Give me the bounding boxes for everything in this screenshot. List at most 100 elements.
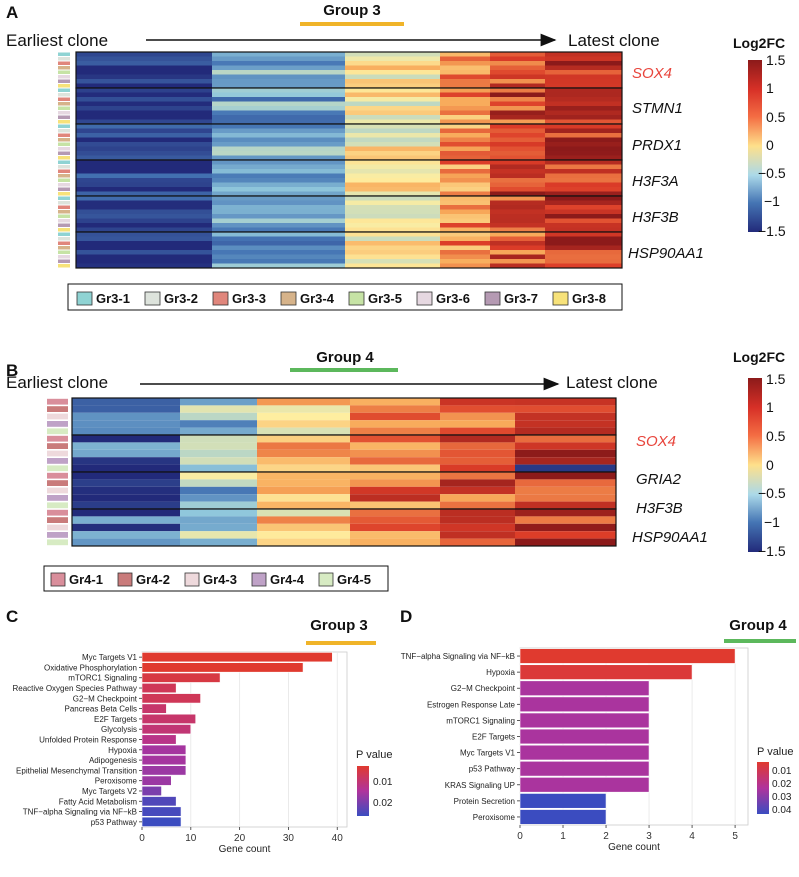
heatmap-cell bbox=[212, 205, 345, 210]
heatmap-cell bbox=[350, 449, 440, 458]
heatmap-cell bbox=[440, 449, 515, 458]
panel-a-gene-h3f3b: H3F3B bbox=[632, 209, 679, 226]
panel-d-pvalue-tick: 0.03 bbox=[772, 792, 792, 803]
heatmap-cell bbox=[72, 494, 180, 502]
panel-a-colorbar-gradient bbox=[748, 60, 762, 232]
heatmap-cell bbox=[72, 412, 180, 421]
heatmap-cell bbox=[257, 398, 350, 406]
heatmap-cell bbox=[180, 509, 257, 517]
heatmap-cell bbox=[490, 223, 545, 228]
clone-annotation-cell bbox=[47, 398, 68, 405]
heatmap-cell bbox=[212, 236, 345, 241]
heatmap-cell bbox=[440, 65, 490, 70]
x-tick-label: 30 bbox=[283, 833, 295, 844]
heatmap-cell bbox=[545, 182, 622, 187]
clone-annotation-cell bbox=[58, 120, 70, 124]
heatmap-cell bbox=[440, 52, 490, 57]
heatmap-cell bbox=[545, 173, 622, 178]
heatmap-cell bbox=[257, 420, 350, 428]
heatmap-cell bbox=[440, 83, 490, 88]
heatmap-cell bbox=[76, 223, 212, 228]
panel-a-colorbar-tick: −0.5 bbox=[758, 165, 786, 181]
legend-label: Gr4-1 bbox=[69, 572, 103, 587]
heatmap-cell bbox=[72, 509, 180, 517]
heatmap-cell bbox=[440, 516, 515, 524]
heatmap-cell bbox=[212, 241, 345, 246]
heatmap-cell bbox=[76, 241, 212, 246]
heatmap-cell bbox=[440, 110, 490, 115]
heatmap-cell bbox=[490, 236, 545, 241]
clone-annotation-cell bbox=[58, 228, 70, 232]
panel-b-gene-h3f3b: H3F3B bbox=[636, 500, 683, 517]
clone-annotation-cell bbox=[47, 406, 68, 412]
heatmap-cell bbox=[76, 250, 212, 255]
y-tick-label: Unfolded Protein Response bbox=[39, 736, 137, 745]
clone-annotation-cell bbox=[58, 192, 70, 196]
y-tick-label: KRAS Signaling UP bbox=[445, 781, 515, 790]
bar bbox=[141, 806, 182, 817]
heatmap-cell bbox=[515, 509, 616, 517]
heatmap-cell bbox=[490, 182, 545, 187]
panel-c-letter: C bbox=[6, 607, 18, 626]
heatmap-cell bbox=[350, 494, 440, 502]
heatmap-cell bbox=[212, 65, 345, 70]
panel-b-colorbar-tick: 1 bbox=[766, 399, 774, 415]
heatmap-cell bbox=[440, 124, 490, 129]
heatmap-cell bbox=[545, 205, 622, 210]
clone-annotation-cell bbox=[58, 97, 70, 101]
heatmap-cell bbox=[545, 160, 622, 165]
heatmap-cell bbox=[545, 115, 622, 120]
heatmap-cell bbox=[490, 110, 545, 115]
heatmap-cell bbox=[440, 173, 490, 178]
heatmap-cell bbox=[212, 115, 345, 120]
heatmap-cell bbox=[440, 101, 490, 106]
panel-c-pvalue-gradient bbox=[357, 766, 369, 816]
heatmap-cell bbox=[76, 65, 212, 70]
heatmap-cell bbox=[212, 214, 345, 219]
heatmap-cell bbox=[212, 227, 345, 232]
heatmap-cell bbox=[440, 223, 490, 228]
panel-b-colorbar-tick: 0.5 bbox=[766, 428, 786, 444]
heatmap-cell bbox=[350, 523, 440, 532]
heatmap-cell bbox=[545, 110, 622, 115]
heatmap-cell bbox=[76, 70, 212, 75]
heatmap-cell bbox=[440, 435, 515, 443]
y-tick-label: Peroxisome bbox=[95, 777, 138, 786]
heatmap-cell bbox=[440, 155, 490, 160]
clone-annotation-cell bbox=[58, 88, 70, 92]
heatmap-cell bbox=[545, 119, 622, 124]
legend-swatch bbox=[50, 572, 66, 587]
y-tick-label: Myc Targets V2 bbox=[82, 787, 138, 796]
y-tick-label: E2F Targets bbox=[472, 733, 515, 742]
heatmap-cell bbox=[345, 92, 440, 97]
y-tick-label: Hypoxia bbox=[486, 668, 515, 677]
heatmap-cell bbox=[212, 133, 345, 138]
heatmap-cell bbox=[72, 457, 180, 465]
panel-a-letter: A bbox=[6, 3, 18, 22]
heatmap-cell bbox=[345, 214, 440, 219]
panel-a-gene-sox4: SOX4 bbox=[632, 65, 672, 82]
clone-annotation-cell bbox=[58, 183, 70, 187]
heatmap-cell bbox=[345, 241, 440, 246]
heatmap-cell bbox=[180, 442, 257, 450]
bar bbox=[141, 785, 162, 797]
clone-annotation-cell bbox=[58, 106, 70, 110]
bar bbox=[519, 680, 650, 696]
heatmap-cell bbox=[515, 531, 616, 539]
heatmap-cell bbox=[440, 218, 490, 223]
heatmap-cell bbox=[180, 412, 257, 421]
heatmap-cell bbox=[490, 227, 545, 232]
heatmap-cell bbox=[76, 133, 212, 138]
heatmap-cell bbox=[180, 472, 257, 480]
heatmap-cell bbox=[76, 61, 212, 66]
clone-annotation-cell bbox=[58, 259, 70, 263]
heatmap-cell bbox=[72, 501, 180, 509]
heatmap-cell bbox=[490, 169, 545, 174]
heatmap-cell bbox=[212, 128, 345, 133]
heatmap-cell bbox=[490, 232, 545, 237]
heatmap-cell bbox=[345, 223, 440, 228]
heatmap-cell bbox=[440, 187, 490, 192]
heatmap-cell bbox=[212, 92, 345, 97]
heatmap-cell bbox=[257, 523, 350, 532]
